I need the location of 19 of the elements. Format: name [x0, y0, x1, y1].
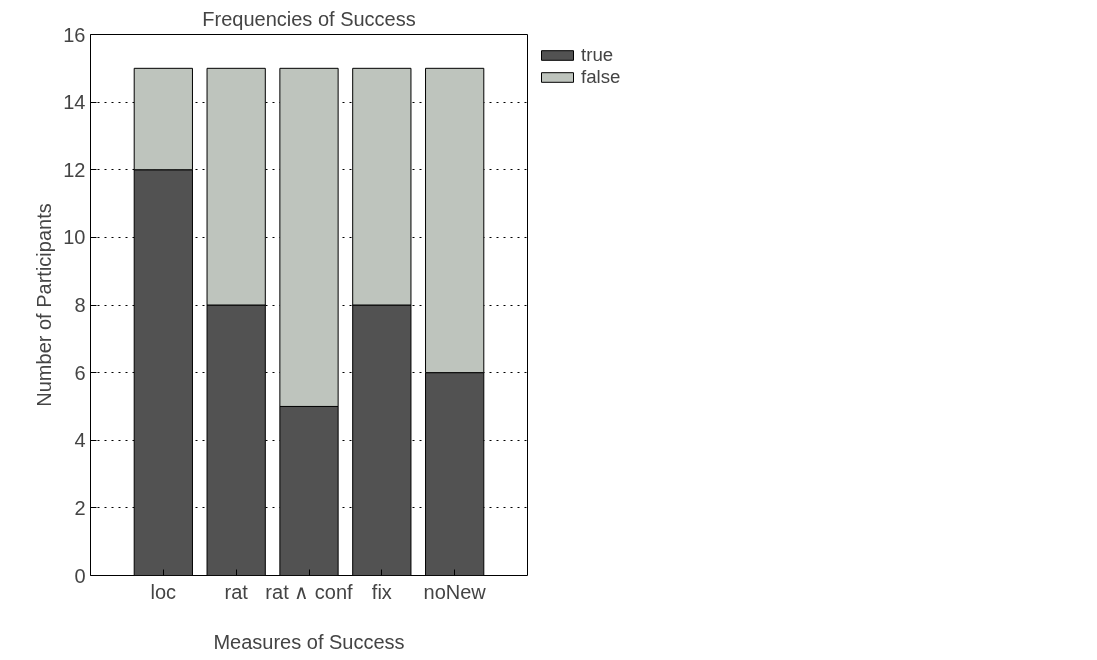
x-tick-label: noNew [423, 580, 487, 603]
y-axis-title: Number of Participants [33, 203, 56, 407]
chart-title: Frequencies of Success [202, 7, 416, 30]
y-tick-label: 16 [63, 23, 86, 46]
x-axis-title: Measures of Success [213, 630, 405, 653]
y-tick-label: 2 [74, 496, 86, 519]
legend-label: true [581, 44, 614, 66]
legend-label: false [581, 66, 621, 88]
x-tick-label: loc [150, 580, 177, 603]
y-tick-label: 14 [63, 91, 86, 114]
x-tick-label: rat [224, 580, 249, 603]
y-tick-label: 0 [74, 564, 86, 587]
y-tick-label: 8 [74, 294, 86, 316]
x-tick-label: rat ∧ conf [265, 580, 354, 603]
y-tick-label: 4 [74, 429, 86, 452]
y-tick-label: 10 [63, 226, 86, 249]
y-tick-label: 6 [74, 361, 86, 384]
y-tick-label: 12 [63, 158, 86, 181]
x-tick-label: fix [371, 580, 392, 603]
